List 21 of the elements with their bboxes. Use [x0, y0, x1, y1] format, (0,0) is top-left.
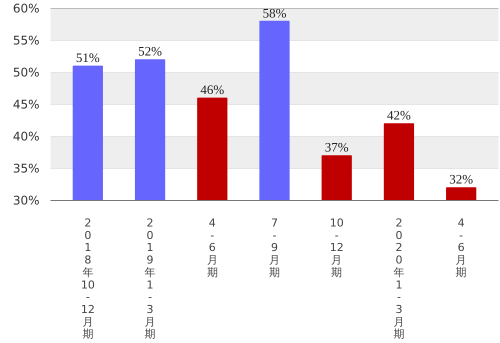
- category-label: 2019年1-3月期: [144, 216, 156, 341]
- y-tick-label: 40%: [12, 130, 40, 144]
- x-tick-label: 7-9月期: [269, 216, 280, 279]
- y-tick-label: 30%: [12, 194, 40, 208]
- data-label: 42%: [387, 108, 412, 123]
- y-tick-label: 50%: [12, 66, 40, 80]
- data-label: 58%: [262, 5, 287, 20]
- data-label: 46%: [200, 82, 224, 98]
- data-label: 52%: [138, 44, 162, 59]
- x-tick-label: 4-6月期: [206, 216, 218, 279]
- y-tick-label: 35%: [12, 162, 40, 176]
- y-tick-label: 45%: [12, 98, 40, 112]
- x-tick-label: 4-6月期: [456, 216, 467, 279]
- x-tick-label: 10-12月期: [330, 216, 344, 279]
- data-label: 37%: [324, 140, 349, 155]
- data-label: 32%: [449, 172, 474, 187]
- data-label: 51%: [76, 50, 100, 66]
- category-label: 2020年1-3月期: [393, 216, 404, 341]
- category-label: 2018年10-12月期: [80, 216, 95, 341]
- y-tick-label: 60%: [12, 2, 40, 16]
- y-tick-label: 55%: [12, 34, 40, 48]
